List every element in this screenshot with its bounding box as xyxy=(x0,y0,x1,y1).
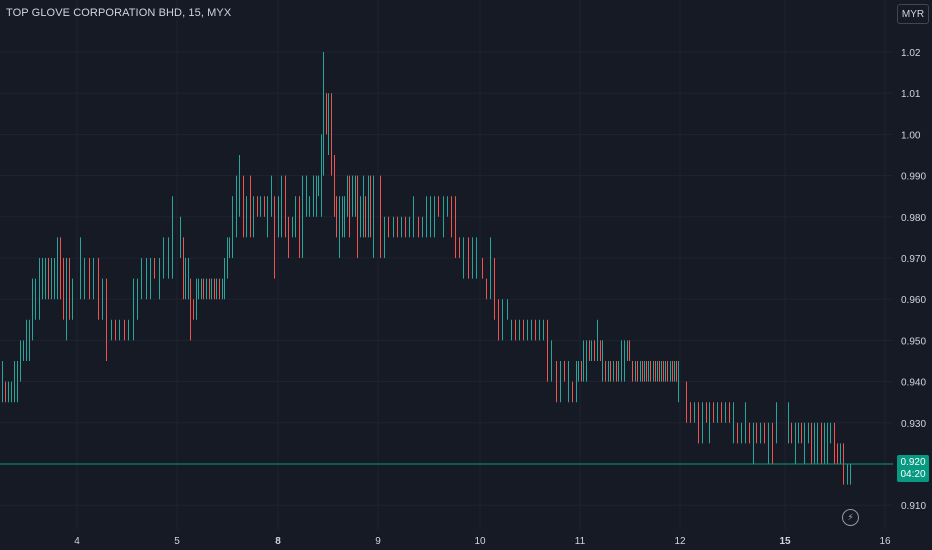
price-tick-label: 0.950 xyxy=(901,336,926,347)
time-tick-label: 8 xyxy=(275,536,281,547)
time-tick-label: 16 xyxy=(879,536,891,547)
time-tick-label: 5 xyxy=(174,536,180,547)
lightning-bolt-icon[interactable]: ⚡ xyxy=(842,509,859,526)
time-tick-label: 15 xyxy=(779,536,791,547)
price-tick-label: 1.00 xyxy=(901,130,921,141)
price-tick-label: 1.01 xyxy=(901,89,921,100)
time-tick-label: 12 xyxy=(674,536,686,547)
price-tick-label: 0.980 xyxy=(901,213,926,224)
chart-grid xyxy=(0,0,893,530)
time-axis-labels: 4 5 8 9 10 11 12 15 16 xyxy=(74,536,891,547)
time-tick-label: 4 xyxy=(74,536,80,547)
last-price-value: 0.920 xyxy=(900,456,926,468)
price-tick-label: 0.990 xyxy=(901,172,926,183)
last-price-label: 0.920 04:20 xyxy=(897,455,929,482)
bar-countdown: 04:20 xyxy=(900,468,926,480)
time-tick-label: 9 xyxy=(375,536,381,547)
currency-button[interactable]: MYR xyxy=(897,4,929,24)
time-tick-label: 11 xyxy=(575,536,586,547)
price-tick-label: 1.02 xyxy=(901,48,921,59)
price-tick-label: 0.970 xyxy=(901,254,926,265)
symbol-title: TOP GLOVE CORPORATION BHD, 15, MYX xyxy=(6,7,232,19)
price-tick-label: 0.930 xyxy=(901,419,926,430)
price-tick-label: 0.960 xyxy=(901,295,926,306)
price-tick-label: 0.910 xyxy=(901,501,926,512)
ohlc-bars xyxy=(2,52,851,485)
time-tick-label: 10 xyxy=(474,536,486,547)
price-tick-label: 0.940 xyxy=(901,378,926,389)
price-axis-labels: 1.02 1.01 1.00 0.990 0.980 0.970 0.960 0.950 0.9… xyxy=(901,48,926,512)
